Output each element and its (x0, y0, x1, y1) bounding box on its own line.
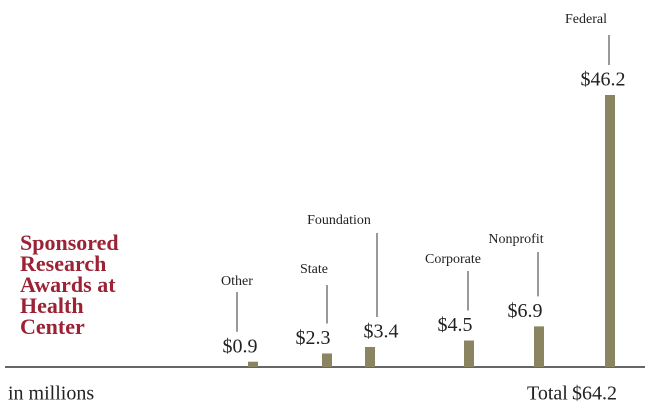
bar (248, 361, 258, 367)
subtitle: in millions (8, 383, 94, 405)
total-label: Total (527, 383, 568, 405)
bar (534, 326, 544, 367)
chart-title: Sponsored Research Awards at Health Cent… (20, 230, 119, 339)
category-label: Other (221, 274, 253, 289)
value-label: $2.3 (296, 327, 331, 349)
bar (322, 353, 332, 367)
value-label: $4.5 (438, 314, 473, 336)
bar (464, 340, 474, 367)
bar (365, 346, 375, 367)
bar (605, 95, 615, 367)
value-label: $46.2 (581, 69, 626, 91)
category-label: Federal (565, 12, 607, 27)
value-label: $3.4 (364, 321, 399, 343)
total-value: $64.2 (572, 383, 617, 405)
category-label: Corporate (425, 252, 481, 267)
category-label: Nonprofit (488, 232, 543, 247)
category-label: Foundation (307, 213, 371, 228)
value-label: $6.9 (508, 300, 543, 322)
value-label: $0.9 (223, 335, 258, 357)
category-label: State (300, 262, 328, 277)
